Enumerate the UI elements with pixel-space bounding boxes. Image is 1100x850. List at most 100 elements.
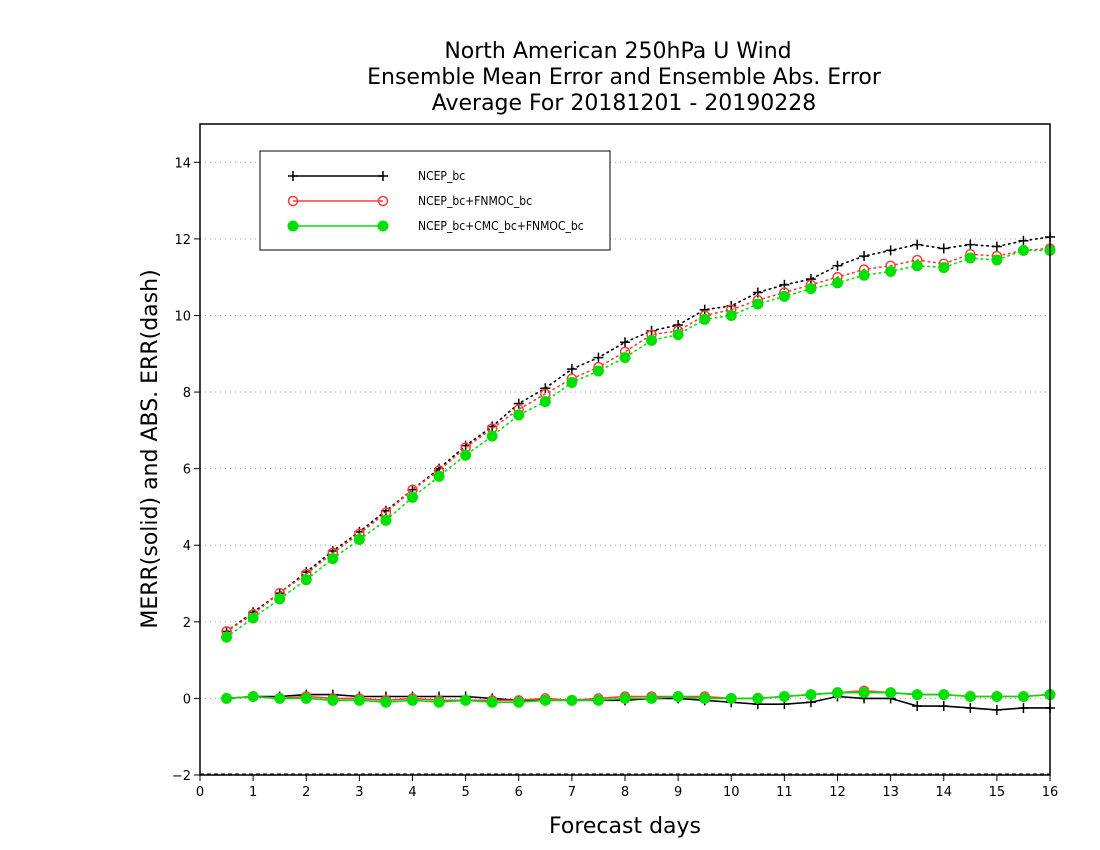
x-tick-label: 0 xyxy=(196,785,204,800)
data-point-mean-error-2 xyxy=(858,687,870,699)
y-tick-label: 10 xyxy=(174,309,191,324)
data-point-mean-error-2 xyxy=(592,694,604,706)
x-tick-label: 3 xyxy=(355,785,363,800)
data-point-abs-error-0 xyxy=(620,337,630,348)
data-point-abs-error-0 xyxy=(938,243,949,254)
data-point-abs-error-2 xyxy=(646,334,658,346)
data-point-mean-error-2 xyxy=(539,694,551,706)
data-point-mean-error-2 xyxy=(300,692,312,704)
data-point-abs-error-2 xyxy=(380,514,392,526)
data-point-abs-error-0 xyxy=(805,274,816,285)
legend-marker xyxy=(378,171,388,181)
series-line-abs-error-2 xyxy=(225,249,1051,638)
data-point-abs-error-2 xyxy=(433,470,445,482)
x-tick-label: 9 xyxy=(674,785,682,800)
data-point-abs-error-2 xyxy=(964,252,976,264)
x-tick-label: 5 xyxy=(461,785,469,800)
data-point-abs-error-2 xyxy=(991,254,1003,266)
data-point-mean-error-2 xyxy=(327,694,339,706)
series-line-abs-error-1 xyxy=(225,247,1051,633)
data-point-abs-error-2 xyxy=(539,396,551,408)
data-point-mean-error-2 xyxy=(646,692,658,704)
data-point-mean-error-0 xyxy=(965,702,976,713)
x-tick-label: 15 xyxy=(989,785,1006,800)
data-point-abs-error-2 xyxy=(221,631,233,643)
series-layer xyxy=(221,231,1056,715)
data-point-mean-error-2 xyxy=(725,692,737,704)
y-tick-label: −2 xyxy=(172,769,191,784)
data-point-abs-error-0 xyxy=(1018,235,1029,246)
data-point-mean-error-2 xyxy=(486,696,498,708)
data-point-abs-error-2 xyxy=(725,309,737,321)
data-point-mean-error-0 xyxy=(938,701,949,712)
y-tick-label: 0 xyxy=(183,692,191,707)
y-tick-label: 6 xyxy=(183,463,191,478)
legend-label: NCEP_bc+FNMOC_bc xyxy=(418,194,532,208)
x-tick-label: 10 xyxy=(723,785,740,800)
data-point-mean-error-2 xyxy=(672,690,684,702)
data-point-abs-error-2 xyxy=(592,365,604,377)
x-tick-label: 13 xyxy=(882,785,899,800)
data-point-abs-error-0 xyxy=(965,239,976,250)
data-point-abs-error-2 xyxy=(327,553,339,565)
data-point-mean-error-2 xyxy=(699,692,711,704)
x-tick-label: 2 xyxy=(302,785,310,800)
chart-title-line-2: Ensemble Mean Error and Ensemble Abs. Er… xyxy=(367,65,882,90)
data-point-abs-error-2 xyxy=(885,265,897,277)
data-point-abs-error-2 xyxy=(752,298,764,310)
legend-marker xyxy=(288,171,298,181)
data-point-mean-error-0 xyxy=(1018,702,1029,713)
data-point-abs-error-0 xyxy=(832,260,843,271)
data-point-abs-error-2 xyxy=(778,290,790,302)
data-point-abs-error-2 xyxy=(247,612,259,624)
data-point-mean-error-0 xyxy=(991,704,1002,715)
legend: NCEP_bc NCEP_bc+FNMOC_bc NCEP_bc+CMC_bc+FN… xyxy=(259,150,611,251)
legend-marker xyxy=(287,220,299,232)
data-point-mean-error-2 xyxy=(460,694,472,706)
legend-marker xyxy=(377,220,389,232)
y-tick-label: 14 xyxy=(174,156,191,171)
x-tick-label: 14 xyxy=(935,785,952,800)
legend-label: NCEP_bc+CMC_bc+FNMOC_bc xyxy=(418,219,584,233)
data-point-mean-error-2 xyxy=(274,692,286,704)
data-point-abs-error-0 xyxy=(513,398,524,409)
data-point-abs-error-2 xyxy=(566,376,578,388)
data-point-mean-error-2 xyxy=(778,690,790,702)
data-point-abs-error-2 xyxy=(911,260,923,272)
data-point-abs-error-2 xyxy=(513,409,525,421)
data-point-mean-error-2 xyxy=(964,690,976,702)
data-point-abs-error-2 xyxy=(407,491,418,503)
data-point-abs-error-0 xyxy=(991,241,1002,252)
y-tick-label: 12 xyxy=(174,233,191,248)
chart-title-line-1: North American 250hPa U Wind xyxy=(444,39,791,64)
data-point-mean-error-2 xyxy=(1017,690,1029,702)
data-point-abs-error-2 xyxy=(274,593,286,605)
data-point-mean-error-2 xyxy=(566,694,578,706)
data-point-mean-error-2 xyxy=(832,687,843,699)
data-point-mean-error-2 xyxy=(752,692,764,704)
data-point-abs-error-2 xyxy=(619,352,631,364)
data-point-mean-error-2 xyxy=(938,689,950,701)
x-tick-label: 6 xyxy=(515,785,523,800)
data-point-abs-error-2 xyxy=(486,430,498,442)
data-point-mean-error-2 xyxy=(247,690,259,702)
data-point-mean-error-2 xyxy=(433,696,445,708)
data-point-mean-error-2 xyxy=(407,694,418,706)
data-point-abs-error-2 xyxy=(699,313,711,325)
gridlines xyxy=(200,161,1050,775)
data-point-abs-error-2 xyxy=(832,277,843,289)
x-axis-label: Forecast days xyxy=(549,814,701,839)
data-point-mean-error-2 xyxy=(805,689,817,701)
data-point-mean-error-2 xyxy=(911,689,923,701)
series-line-mean-error-2 xyxy=(226,691,1051,704)
y-tick-label: 8 xyxy=(183,386,191,401)
data-point-abs-error-2 xyxy=(1017,244,1029,256)
data-point-abs-error-0 xyxy=(885,245,896,256)
x-tick-label: 7 xyxy=(568,785,576,800)
data-point-mean-error-2 xyxy=(513,696,525,708)
x-tick-label: 4 xyxy=(408,785,416,800)
data-point-mean-error-2 xyxy=(380,696,392,708)
data-point-mean-error-2 xyxy=(991,690,1003,702)
data-point-abs-error-0 xyxy=(540,383,551,394)
